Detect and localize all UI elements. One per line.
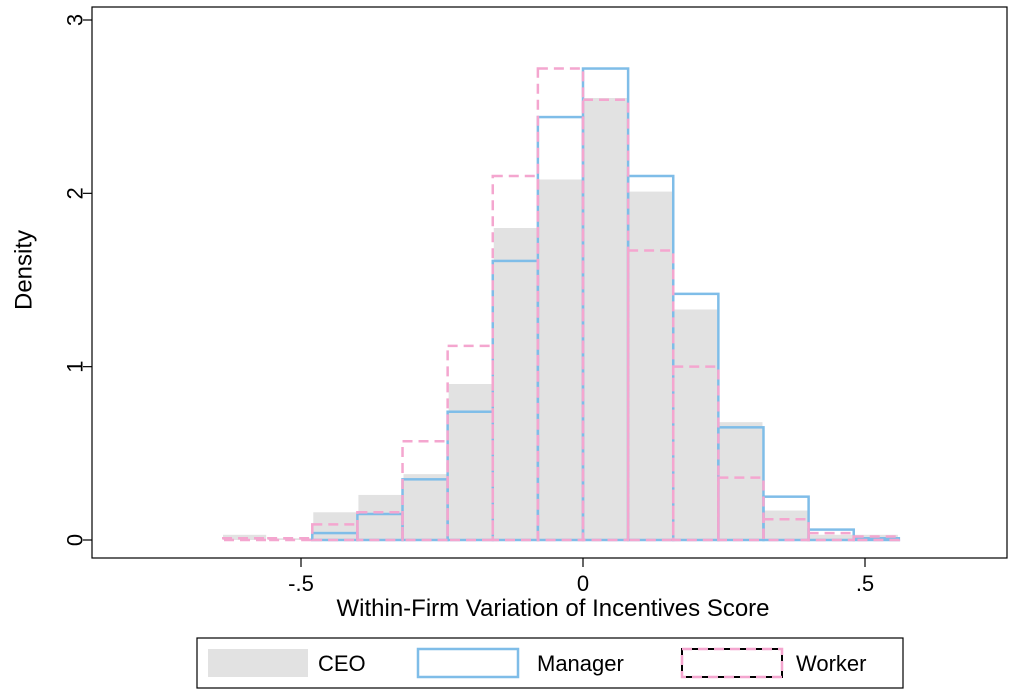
legend-label-worker: Worker	[796, 651, 867, 676]
bar-worker-2	[220, 537, 269, 542]
y-tick-label-3: 3	[63, 14, 88, 26]
legend-key-manager	[416, 647, 520, 679]
bar-worker-16	[852, 535, 901, 542]
bar-ceo-4	[403, 474, 447, 540]
bar-ceo-6	[493, 228, 537, 540]
legend-key-ceo	[208, 649, 308, 677]
bar-worker-14	[762, 517, 810, 542]
bar-ceo-8	[584, 98, 628, 540]
bar-ceo-5	[448, 384, 492, 540]
bar-ceo-3	[358, 494, 402, 540]
bar-worker-13	[717, 476, 765, 542]
y-axis: 0 1 2 3	[63, 14, 92, 546]
legend: CEO Manager Worker	[196, 637, 904, 689]
y-tick-label-1: 1	[63, 361, 88, 373]
bar-ceo-11	[719, 422, 763, 540]
bar-worker-6	[401, 439, 449, 542]
bar-worker-9	[536, 67, 585, 542]
bar-worker-4	[311, 523, 359, 542]
bar-ceo-9	[629, 191, 673, 540]
legend-box	[196, 637, 904, 689]
bar-ceo-7	[538, 179, 582, 540]
y-tick-label-2: 2	[63, 187, 88, 199]
bar-ceo-12	[764, 510, 808, 540]
x-tick-label-1: 0	[577, 571, 589, 596]
series-ceo	[223, 98, 898, 540]
y-tick-label-0: 0	[63, 534, 88, 546]
legend-label-ceo: CEO	[318, 651, 366, 676]
bar-worker-5	[356, 511, 404, 542]
legend-key-worker	[680, 647, 784, 679]
bar-ceo-2	[313, 512, 357, 540]
x-tick-label-0: -.5	[288, 571, 314, 596]
y-axis-title: Density	[11, 230, 38, 310]
bar-ceo-13	[809, 534, 853, 540]
x-axis: -.5 0 .5	[288, 558, 874, 596]
bar-worker-11	[626, 249, 675, 542]
plot-frame	[91, 6, 1008, 559]
bar-worker-12	[671, 365, 720, 542]
x-axis-title: Within-Firm Variation of Incentives Scor…	[336, 595, 769, 622]
bar-worker-7	[446, 344, 495, 542]
x-tick-label-2: .5	[856, 571, 874, 596]
bar-worker-3	[265, 537, 314, 542]
legend-label-manager: Manager	[537, 651, 624, 676]
legend-key-worker-dash	[680, 647, 784, 679]
bar-ceo-10	[674, 309, 718, 540]
series-worker	[220, 67, 901, 542]
